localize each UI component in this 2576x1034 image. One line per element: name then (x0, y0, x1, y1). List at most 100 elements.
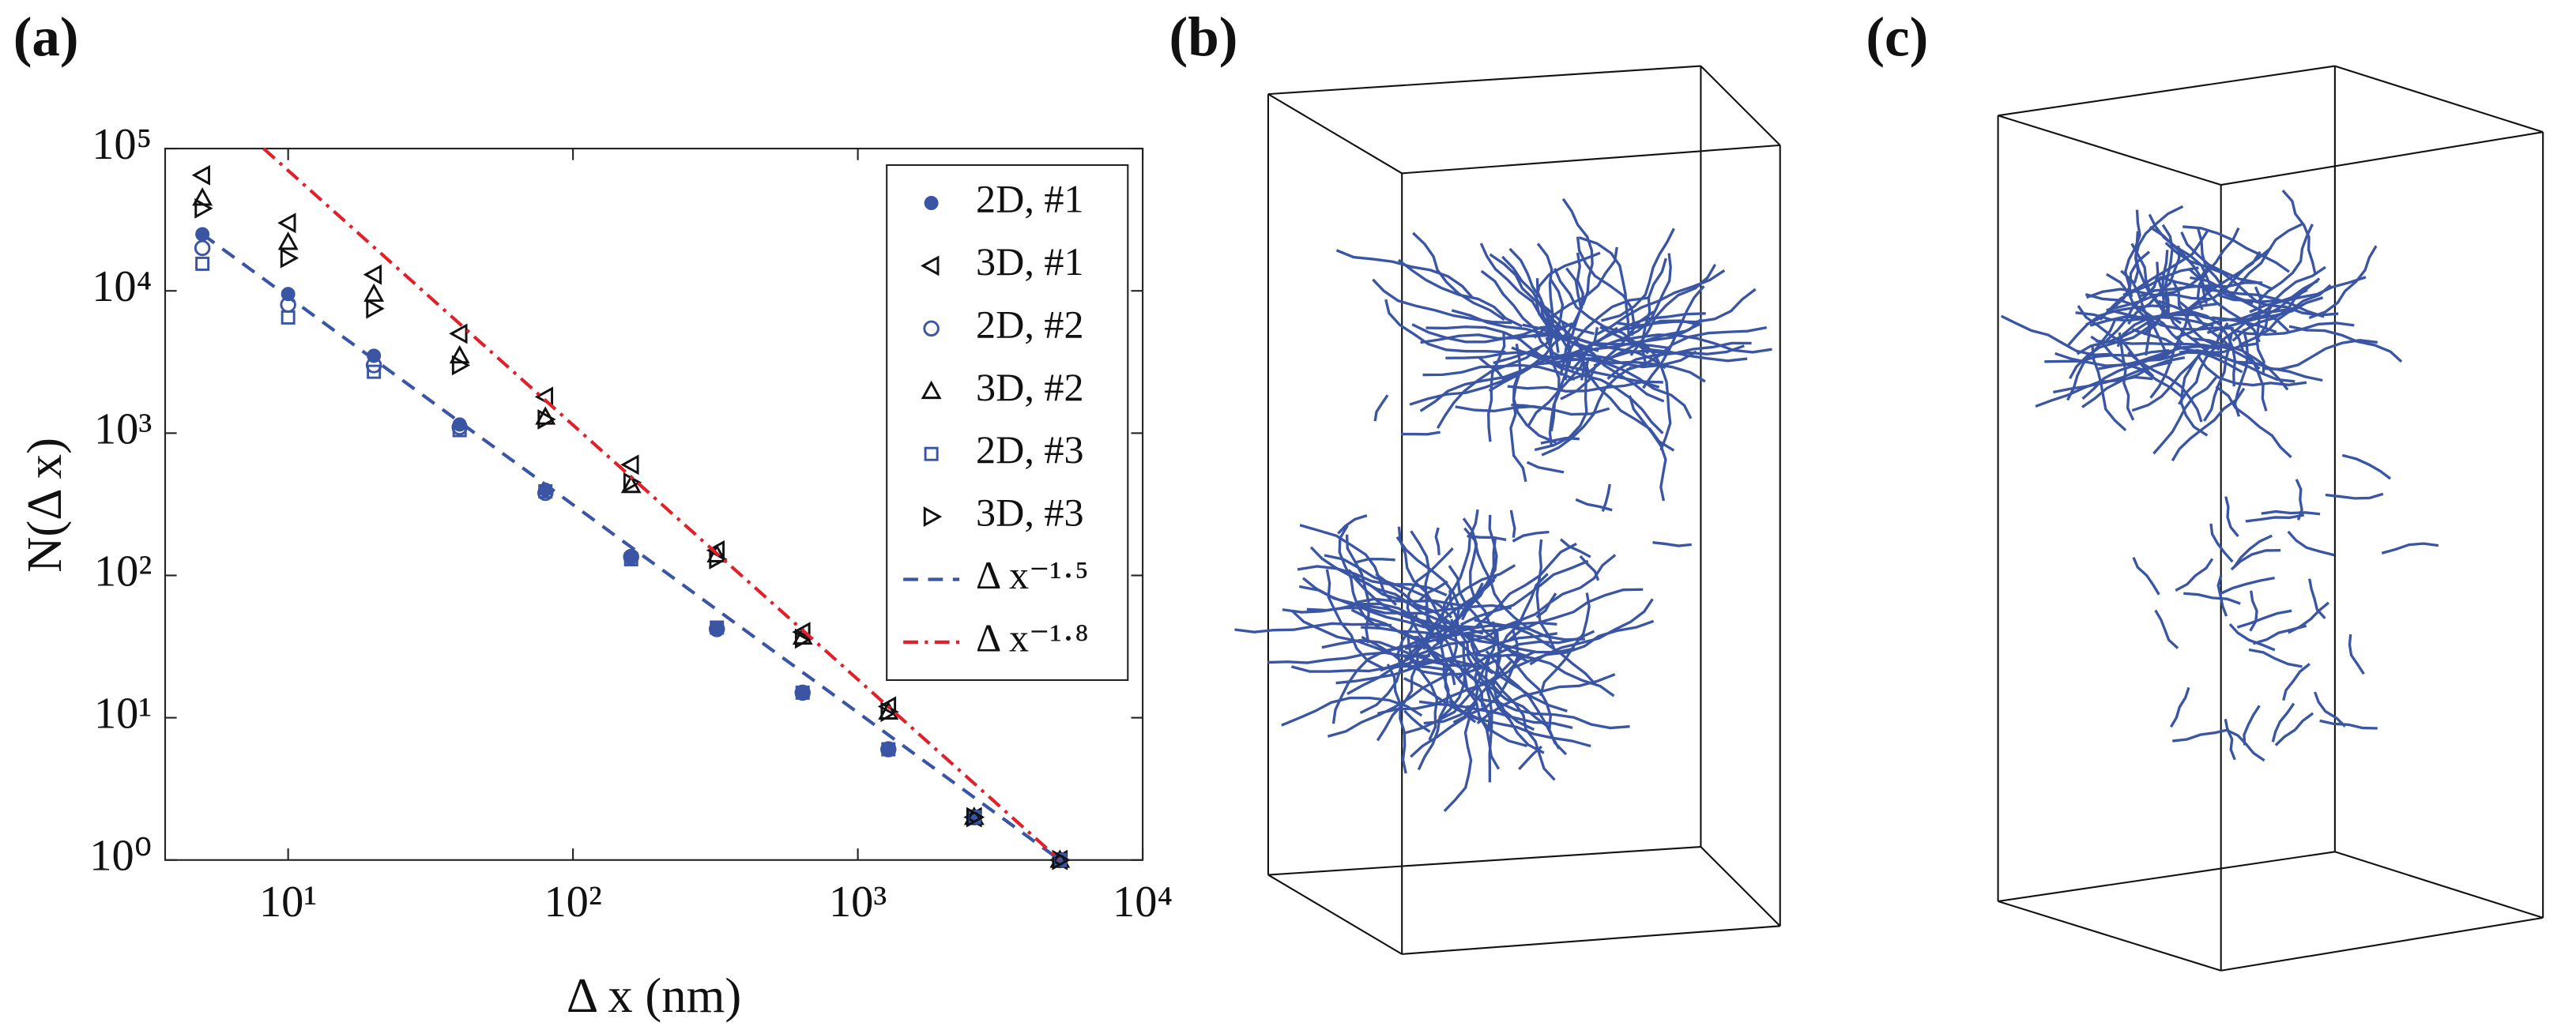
dislocation-renderings (1234, 65, 2544, 972)
dislocation-line (2172, 728, 2230, 743)
dislocation-line (1529, 598, 1654, 666)
y-tick-label: 10⁴ (92, 262, 152, 311)
dislocation-line (1376, 635, 1419, 742)
box-edge (1267, 65, 1701, 96)
dislocation-line (2254, 286, 2265, 375)
marker (924, 446, 939, 461)
box-edge (2334, 851, 2544, 919)
dislocation-line (1309, 546, 1437, 614)
dislocation-line (2138, 281, 2263, 299)
dislocation-line (1444, 619, 1477, 724)
dislocation-line (1356, 558, 1395, 564)
dislocation-line (2122, 230, 2209, 297)
marker (451, 355, 471, 376)
dislocation-line (1511, 403, 1551, 411)
box-edge (1998, 65, 2336, 117)
box-edge (1402, 925, 1780, 955)
dislocation-line (1559, 538, 1591, 558)
dislocation-line (1507, 380, 1663, 393)
dislocation-line (1297, 565, 1448, 597)
marker (1052, 849, 1071, 870)
dislocation-line (1538, 592, 1591, 697)
marker (195, 256, 210, 271)
dislocation-line (1487, 332, 1506, 442)
dislocation-line (1600, 227, 1675, 322)
dislocation-line (1400, 431, 1441, 436)
dislocation-line (1511, 346, 1660, 389)
dislocation-line (2261, 509, 2321, 516)
dislocation-line (2096, 340, 2223, 350)
dislocation-line (2248, 648, 2303, 668)
box-edge (1267, 845, 1701, 876)
dislocation-line (2180, 231, 2273, 291)
dislocation-line (1561, 197, 1594, 306)
y-tick-label: 10³ (94, 404, 152, 453)
x-axis-label: Δ x (nm) (567, 968, 741, 1023)
dislocation-line (2257, 224, 2314, 303)
legend-label: 3D, #1 (976, 239, 1084, 284)
y-axis-label: N(Δ x) (17, 438, 72, 573)
dislocation-line (2182, 225, 2290, 273)
dislocation-line (2148, 213, 2213, 291)
dislocation-line (1345, 534, 1370, 644)
marker (280, 247, 299, 269)
dislocation-line (2308, 578, 2326, 619)
dislocation-line (1410, 530, 1436, 640)
marker (924, 196, 939, 211)
dislocation-line (1462, 517, 1491, 626)
dislocation-line (1484, 654, 1545, 754)
dislocation-line (1643, 342, 1672, 451)
dislocation-line (2197, 355, 2307, 387)
dislocation-line (2245, 513, 2305, 523)
dislocation-line (1485, 650, 1561, 750)
dislocation-line (1500, 554, 1617, 629)
dislocation-line (2111, 309, 2234, 331)
dislocation-line (1452, 629, 1520, 724)
dislocation-line (1416, 635, 1491, 732)
marker (620, 454, 639, 476)
panel-label: (b) (1169, 7, 1238, 69)
dislocation-line (2179, 348, 2295, 383)
dislocation-line (2099, 266, 2199, 321)
marker (881, 742, 896, 757)
marker (367, 364, 382, 379)
dislocation-line (2230, 549, 2281, 571)
dislocation-line (1234, 622, 1392, 634)
x-tick-label: 10¹ (259, 878, 317, 927)
dislocation-line (1290, 664, 1448, 673)
marker (966, 807, 985, 828)
dislocation-line (2090, 335, 2183, 398)
fit-line (201, 232, 1061, 862)
dislocation-line (2252, 624, 2307, 645)
dislocation-line (2230, 321, 2355, 337)
dislocation-line (1540, 436, 1580, 445)
dislocation-line (1569, 352, 1693, 419)
dislocation-line (1489, 253, 1595, 335)
marker (923, 506, 943, 528)
dislocation-line (2132, 557, 2160, 596)
marker (366, 298, 385, 319)
dislocation-line (2274, 712, 2314, 746)
dislocation-line (2257, 265, 2326, 339)
dislocation-line (2001, 314, 2112, 356)
dislocation-line (1267, 651, 1422, 665)
dislocation-line (2202, 334, 2233, 422)
box-edge (1998, 851, 2336, 903)
dislocation-line (2085, 292, 2185, 346)
dislocation-line (1470, 630, 1568, 713)
box-edge (1998, 115, 2222, 186)
dislocation-line (1299, 524, 1398, 607)
marker (921, 255, 940, 276)
dislocation-line (2341, 453, 2392, 480)
fit-line (262, 147, 1061, 862)
legend-label: Δ x⁻¹·⁵ (976, 553, 1089, 597)
dislocation-line (2054, 352, 2178, 367)
box-edge (1402, 144, 1780, 175)
dislocation-line (2224, 496, 2239, 538)
marker (194, 239, 211, 257)
dislocation-line (2123, 209, 2141, 298)
dislocation-line (1548, 325, 1665, 403)
legend-label: 2D, #3 (976, 427, 1084, 472)
